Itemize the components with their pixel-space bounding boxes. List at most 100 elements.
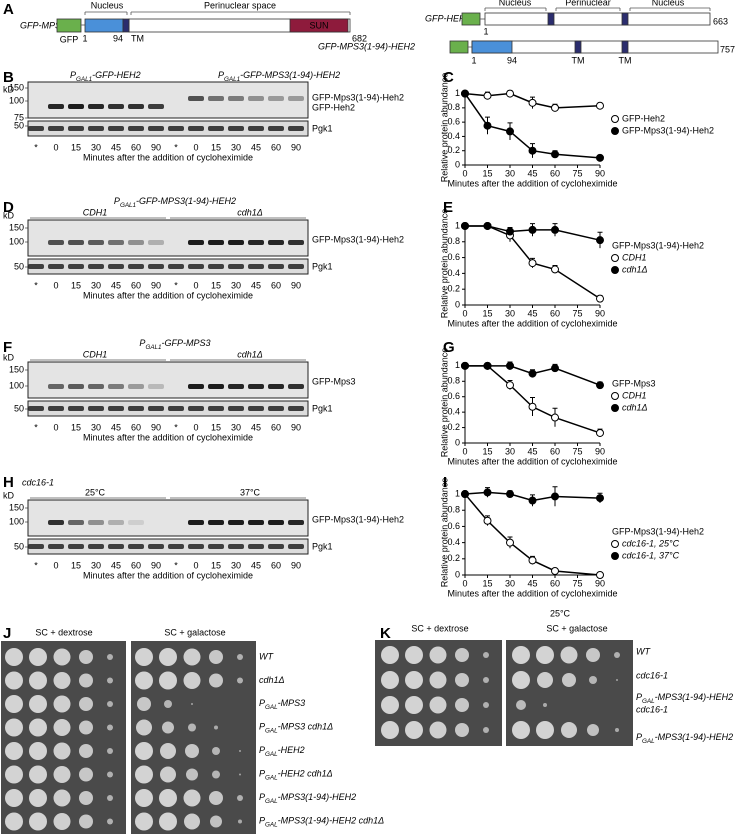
- marker-label: 150: [9, 222, 24, 232]
- colony-spot: [137, 697, 151, 711]
- x-tick-label: 15: [482, 446, 492, 456]
- protein-band: [268, 96, 284, 101]
- y-tick-label: 0.4: [447, 407, 460, 417]
- legend-marker: [611, 540, 619, 548]
- legend-marker: [611, 392, 619, 400]
- y-tick-label: 1: [455, 360, 460, 370]
- x-tick-label: 0: [462, 168, 467, 178]
- text-part: GAL1: [145, 344, 161, 351]
- pgk1-band: [48, 406, 64, 411]
- legend-label: cdh1Δ: [622, 402, 648, 412]
- strain-label: cdh1Δ: [259, 675, 285, 685]
- data-point: [483, 488, 492, 497]
- lane-label: 30: [231, 560, 241, 570]
- data-point: [461, 89, 469, 98]
- y-tick-label: 0.8: [447, 505, 460, 515]
- protein-band: [88, 384, 104, 389]
- domain-label: TM: [131, 33, 144, 43]
- y-tick-label: 0: [455, 299, 460, 309]
- colony-spot: [29, 718, 47, 737]
- x-tick-label: 30: [505, 578, 515, 588]
- data-point: [551, 150, 559, 159]
- pgk1-band: [228, 406, 244, 411]
- text-part: -MPS3: [278, 698, 306, 708]
- colony-spot: [183, 648, 201, 666]
- protein-band: [108, 104, 124, 109]
- colony-spot: [164, 700, 172, 708]
- data-point: [551, 225, 559, 234]
- domain: [547, 12, 555, 26]
- colony-spot: [188, 723, 196, 732]
- pgk1-band: [148, 544, 164, 549]
- x-tick-label: 90: [595, 308, 605, 318]
- legend-title: GFP-Mps3: [612, 378, 656, 388]
- text-part: P: [139, 338, 145, 348]
- kd-label: kD: [3, 352, 15, 362]
- text-part: -MPS3(1-94)-HEH2: [655, 692, 734, 702]
- domain: [84, 18, 124, 33]
- colony-spot: [5, 742, 23, 760]
- blot-upper: [27, 81, 309, 119]
- lane-label: *: [174, 142, 178, 152]
- blot-upper: [27, 219, 309, 257]
- band-label: GFP-Mps3(1-94)-Heh2: [312, 514, 404, 524]
- y-tick-label: 0.2: [447, 284, 460, 294]
- legend-label: GFP-Mps3(1-94)-Heh2: [622, 125, 714, 135]
- protein-band: [228, 520, 244, 525]
- y-tick-label: 0.6: [447, 391, 460, 401]
- lane-label: 45: [111, 422, 121, 432]
- x-tick-label: 60: [550, 578, 560, 588]
- pgk1-band: [208, 544, 224, 549]
- text-part: GAL1: [120, 202, 136, 209]
- y-tick-label: 0.2: [447, 553, 460, 563]
- colony-spot: [561, 722, 577, 738]
- colony-spot: [381, 646, 399, 664]
- pgk1-band: [48, 544, 64, 549]
- marker-label: 150: [9, 502, 24, 512]
- data-point: [596, 381, 604, 390]
- panel-letter: E: [443, 199, 453, 216]
- data-point: [506, 227, 514, 236]
- colony-spot: [429, 646, 447, 664]
- y-tick-label: 1: [455, 488, 460, 498]
- colony-spot: [239, 773, 241, 776]
- lane-label: 0: [193, 560, 198, 570]
- position-label: 1: [82, 33, 87, 43]
- colony-spot: [53, 766, 71, 783]
- plate-heading: SC + dextrose: [35, 627, 92, 637]
- panel-letter: I: [443, 474, 447, 491]
- colony-spot: [589, 676, 597, 684]
- domain: [621, 12, 629, 26]
- text-part: GAL: [265, 751, 278, 758]
- colony-spot: [135, 812, 153, 831]
- protein-band: [188, 240, 204, 245]
- pgk1-band: [228, 126, 244, 131]
- x-tick-label: 0: [462, 578, 467, 588]
- data-point: [596, 428, 604, 437]
- blot-title: PGAL1-GFP-MPS3(1-94)-HEH2: [218, 70, 340, 82]
- region-label: Nucleus: [652, 0, 685, 7]
- colony-spot: [5, 812, 23, 831]
- pgk1-band: [248, 544, 264, 549]
- colony-spot: [560, 646, 578, 664]
- colony-spot: [429, 721, 447, 739]
- strain-label: cdc16-1: [636, 704, 668, 714]
- pgk1-band: [288, 126, 304, 131]
- text-part: -MPS3(1-94)-HEH2: [278, 792, 357, 802]
- data-point: [551, 265, 559, 274]
- colony-spot: [79, 744, 93, 758]
- x-tick-label: 45: [527, 308, 537, 318]
- lane-label: 15: [211, 142, 221, 152]
- data-point: [528, 259, 537, 268]
- colony-spot: [53, 648, 71, 666]
- pgk1-band: [228, 264, 244, 269]
- colony-spot: [135, 789, 153, 807]
- pgk1-band: [128, 406, 144, 411]
- legend-marker: [611, 254, 619, 262]
- data-point: [596, 236, 604, 245]
- y-tick-label: 0: [455, 569, 460, 579]
- text-part: GAL: [265, 774, 278, 781]
- marker-label: 150: [9, 82, 24, 92]
- strain-label: PGAL-MPS3(1-94)-HEH2 cdh1Δ: [259, 816, 384, 828]
- colony-spot: [79, 650, 93, 664]
